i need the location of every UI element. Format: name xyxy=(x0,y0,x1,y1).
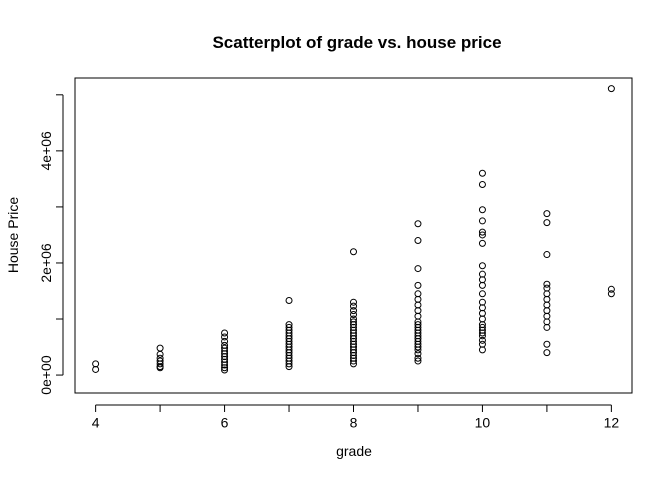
x-tick-label: 10 xyxy=(475,414,491,430)
plot-box xyxy=(74,77,633,394)
point xyxy=(478,180,486,188)
x-axis-label: grade xyxy=(336,443,372,459)
point xyxy=(478,281,486,289)
point xyxy=(221,364,229,372)
point xyxy=(156,364,164,372)
point xyxy=(478,231,486,239)
point xyxy=(221,337,229,345)
point xyxy=(414,354,422,362)
point xyxy=(607,285,615,293)
point xyxy=(92,365,100,373)
x-tick-label: 4 xyxy=(92,414,100,430)
point xyxy=(156,350,164,358)
point xyxy=(478,336,486,344)
point xyxy=(350,357,357,365)
chart-title: Scatterplot of grade vs. house price xyxy=(212,33,501,52)
point xyxy=(414,346,422,354)
point xyxy=(478,290,486,298)
point xyxy=(414,237,422,245)
y-tick-label: 4e+06 xyxy=(38,131,54,171)
point xyxy=(543,219,551,227)
point xyxy=(414,281,422,289)
point xyxy=(414,357,422,365)
point xyxy=(543,210,551,218)
point xyxy=(543,251,551,259)
point xyxy=(414,343,422,351)
point xyxy=(156,360,164,368)
point xyxy=(543,349,551,357)
point xyxy=(414,220,422,228)
point xyxy=(350,302,357,310)
point xyxy=(350,248,357,256)
point xyxy=(478,332,486,340)
point xyxy=(221,333,229,341)
point xyxy=(478,329,486,337)
point xyxy=(543,280,551,288)
point xyxy=(607,290,615,298)
point xyxy=(543,323,551,331)
x-tick-label: 6 xyxy=(221,414,229,430)
point xyxy=(478,217,486,225)
point xyxy=(543,340,551,348)
y-axis-label: House Price xyxy=(5,197,21,273)
point xyxy=(285,363,293,371)
x-tick-label: 12 xyxy=(604,414,620,430)
y-tick-label: 0e+00 xyxy=(38,355,54,395)
point xyxy=(350,307,357,315)
x-tick-label: 8 xyxy=(350,414,358,430)
point xyxy=(350,298,357,306)
point xyxy=(414,265,422,273)
point xyxy=(607,85,615,93)
point xyxy=(221,361,229,369)
point xyxy=(350,360,357,368)
y-tick-label: 2e+06 xyxy=(38,243,54,283)
point xyxy=(350,311,357,319)
point xyxy=(285,360,293,368)
point xyxy=(478,239,486,247)
point xyxy=(414,350,422,358)
point xyxy=(478,262,486,270)
point xyxy=(478,206,486,214)
point xyxy=(478,228,486,236)
point xyxy=(478,346,486,354)
point xyxy=(221,366,229,374)
point xyxy=(285,297,293,305)
point xyxy=(478,169,486,177)
point xyxy=(221,329,229,337)
